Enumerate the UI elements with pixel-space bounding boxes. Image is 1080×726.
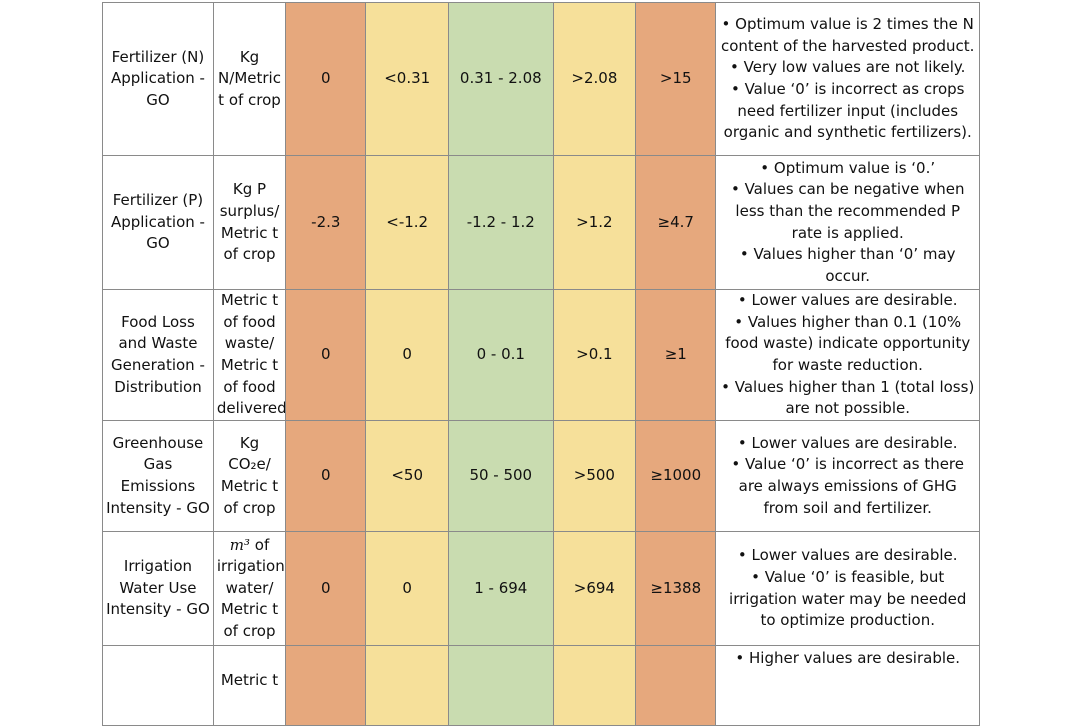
note-item: • Value ‘0’ is incorrect as crops need f… (723, 80, 972, 142)
note-item: • Optimum value is ‘0.’ (760, 158, 936, 177)
note-item: • Very low values are not likely. (730, 58, 966, 77)
value-range-cell (635, 645, 717, 726)
note-item: • Value ‘0’ is feasible, but irrigation … (729, 567, 967, 630)
metric-unit: Kg P surplus/ Metric t of crop (212, 155, 287, 290)
value-range-cell: -2.3 (285, 155, 367, 290)
metric-name: Fertilizer (P) Application - GO (102, 155, 214, 290)
notes-cell: • Optimum value is 2 times the N content… (715, 2, 980, 156)
metric-unit: Kg CO₂e/ Metric t of crop (212, 420, 287, 532)
value-range-cell (365, 645, 449, 726)
value-range-cell: 0 (285, 420, 367, 532)
optimum-range-cell: 1 - 694 (447, 531, 554, 646)
note-item: • Values higher than 0.1 (10% food waste… (725, 312, 971, 374)
value-range-cell: 0 (285, 531, 367, 646)
table-row: Irrigation Water Use Intensity - GO m³ o… (102, 531, 980, 646)
value-range-cell: <50 (365, 420, 449, 532)
optimum-range-cell: 0 - 0.1 (447, 289, 554, 421)
table-row: Metric t • Higher values are desirable. (102, 645, 980, 726)
value-range-cell: >500 (552, 420, 637, 532)
note-item: • Values can be negative when less than … (730, 180, 965, 242)
note-item: • Lower values are desirable. (737, 546, 958, 565)
table-row: Food Loss and Waste Generation - Distrib… (102, 289, 980, 421)
value-range-cell: 0 (285, 289, 367, 421)
note-item: • Lower values are desirable. (737, 291, 958, 310)
optimum-range-cell: 50 - 500 (447, 420, 554, 532)
notes-cell: • Higher values are desirable. (715, 645, 980, 726)
note-item: • Higher values are desirable. (735, 649, 961, 667)
value-range-cell: ≥4.7 (635, 155, 717, 290)
value-range-cell: ≥1 (635, 289, 717, 421)
metric-name (102, 645, 214, 726)
note-item: • Values higher than 1 (total loss) are … (721, 377, 975, 418)
note-item: • Values higher than ‘0’ may occur. (739, 245, 956, 285)
value-range-cell (552, 645, 637, 726)
optimum-range-cell: -1.2 - 1.2 (447, 155, 554, 290)
metric-unit: Kg N/Metric t of crop (212, 2, 287, 156)
document-page: Fertilizer (N) Application - GO Kg N/Met… (102, 2, 980, 726)
value-range-cell (285, 645, 367, 726)
value-range-cell: >0.1 (552, 289, 637, 421)
metric-unit: Metric t (212, 645, 287, 726)
unit-text: of irrigation water/ Metric t of crop (216, 535, 285, 640)
optimum-range-cell (447, 645, 554, 726)
value-range-cell: >15 (635, 2, 717, 156)
metric-name: Fertilizer (N) Application - GO (102, 2, 214, 156)
notes-cell: • Lower values are desirable. • Values h… (715, 289, 980, 421)
metric-name: Irrigation Water Use Intensity - GO (102, 531, 214, 646)
metric-name: Greenhouse Gas Emissions Intensity - GO (102, 420, 214, 532)
value-range-cell: <0.31 (365, 2, 449, 156)
value-range-cell: >694 (552, 531, 637, 646)
table-row: Greenhouse Gas Emissions Intensity - GO … (102, 420, 980, 532)
table-row: Fertilizer (P) Application - GO Kg P sur… (102, 155, 980, 290)
note-item: • Lower values are desirable. (737, 433, 958, 452)
metrics-range-table: Fertilizer (N) Application - GO Kg N/Met… (102, 2, 980, 726)
value-range-cell: 0 (365, 531, 449, 646)
notes-cell: • Optimum value is ‘0.’ • Values can be … (715, 155, 980, 290)
note-item: • Optimum value is 2 times the N content… (720, 15, 975, 55)
value-range-cell: ≥1388 (635, 531, 717, 646)
table-row: Fertilizer (N) Application - GO Kg N/Met… (102, 2, 980, 156)
value-range-cell: ≥1000 (635, 420, 717, 532)
optimum-range-cell: 0.31 - 2.08 (447, 2, 554, 156)
value-range-cell: >1.2 (552, 155, 637, 290)
value-range-cell: >2.08 (552, 2, 637, 156)
unit-symbol: m³ (229, 535, 250, 554)
note-item: • Value ‘0’ is incorrect as there are al… (731, 455, 965, 517)
metric-unit: m³ of irrigation water/ Metric t of crop (212, 531, 287, 646)
value-range-cell: 0 (285, 2, 367, 156)
notes-cell: • Lower values are desirable. • Value ‘0… (715, 531, 980, 646)
value-range-cell: 0 (365, 289, 449, 421)
metric-name: Food Loss and Waste Generation - Distrib… (102, 289, 214, 421)
value-range-cell: <-1.2 (365, 155, 449, 290)
metric-unit: Metric t of food waste/ Metric t of food… (212, 289, 287, 421)
notes-cell: • Lower values are desirable. • Value ‘0… (715, 420, 980, 532)
unit-text: Metric t (220, 671, 279, 689)
